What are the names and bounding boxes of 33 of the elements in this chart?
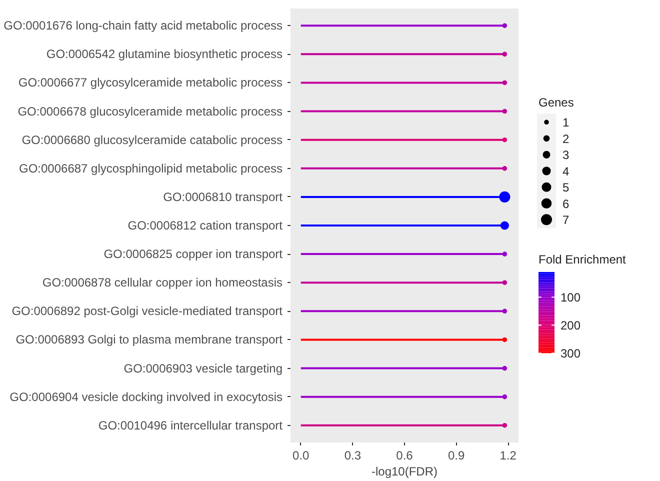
x-tick-label: 0.3: [344, 448, 362, 462]
x-axis-title: -log10(FDR): [371, 464, 438, 478]
y-tick-label: GO:0006878 cellular copper ion homeostasis: [42, 276, 282, 290]
x-tick-label: 0.9: [448, 448, 465, 462]
legend-label: 7: [562, 213, 570, 228]
y-tick-label: GO:0006687 glycosphingolipid metabolic process: [19, 161, 283, 176]
x-tick-label: 0.6: [396, 448, 414, 462]
color-bar-label: 200: [560, 318, 581, 333]
y-tick-label: GO:0006678 glucosylceramide metabolic process: [18, 104, 283, 118]
color-bar-label: 100: [560, 290, 581, 305]
y-tick-label: GO:0006892 post-Golgi vesicle-mediated transport: [12, 304, 284, 318]
legend-title: Genes: [538, 95, 574, 110]
legend-label: 2: [562, 132, 570, 146]
legend-label: 1: [562, 116, 570, 130]
y-tick-label: GO:0001676 long-chain fatty acid metabolic process: [4, 18, 283, 33]
color-bar-label: 300: [560, 346, 581, 361]
x-tick-label: 0.0: [292, 448, 310, 462]
x-tick-label: 1.2: [500, 448, 517, 462]
y-tick-label: GO:0006825 copper ion transport: [104, 247, 284, 262]
legend-label: 6: [562, 196, 570, 211]
y-tick-label: GO:0006904 vesicle docking involved in exocytosis: [10, 390, 283, 404]
y-tick-label: GO:0006812 cation transport: [128, 218, 284, 232]
legend-label: 3: [562, 148, 570, 162]
y-tick-label: GO:0006542 glutamine biosynthetic process: [46, 47, 282, 62]
y-tick-label: GO:0006680 glucosylceramide catabolic process: [22, 132, 283, 147]
y-tick-label: GO:0010496 intercellular transport: [98, 418, 284, 432]
legend-label: 4: [562, 164, 570, 178]
y-tick-label: GO:0006903 vesicle targeting: [124, 361, 282, 376]
legend-label: 5: [562, 180, 570, 195]
y-tick-label: GO:0006677 glycosylceramide metabolic process: [18, 76, 283, 90]
color-bar-title: Fold Enrichment: [538, 252, 627, 266]
y-tick-label: GO:0006893 Golgi to plasma membrane transport: [16, 332, 284, 347]
y-tick-label: GO:0006810 transport: [163, 190, 284, 204]
